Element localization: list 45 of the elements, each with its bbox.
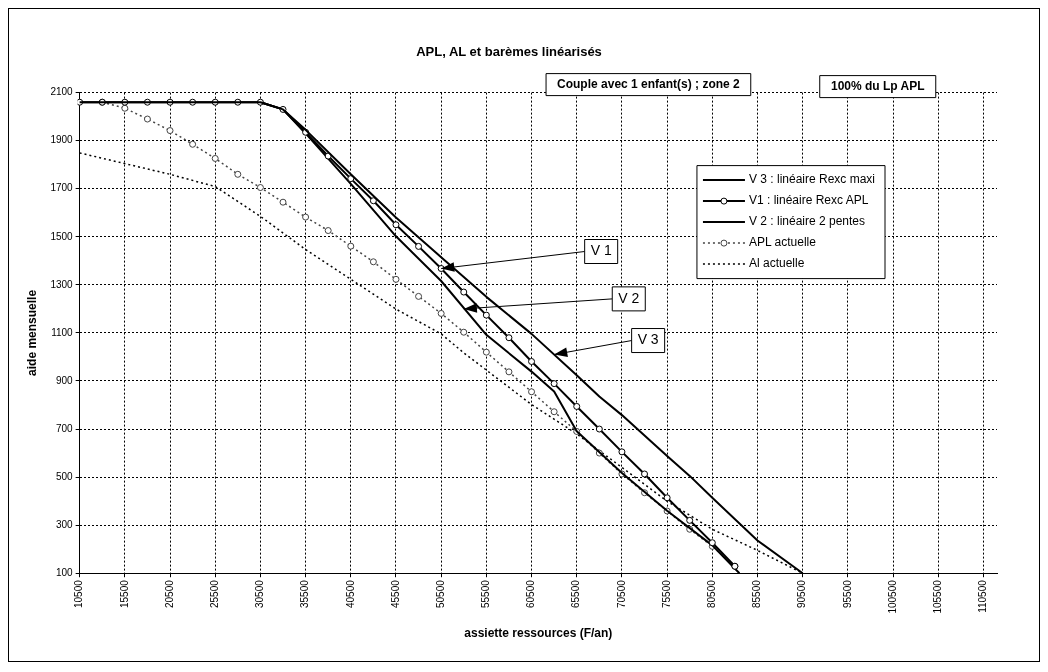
y-tick-label: 1300: [50, 278, 74, 290]
x-tick-label: 45500: [389, 579, 401, 609]
y-tick-label: 700: [55, 422, 74, 434]
y-tick-label: 2100: [50, 86, 74, 98]
x-tick-label: 40500: [344, 579, 356, 609]
x-tick-label: 20500: [163, 579, 175, 609]
x-tick-label: 95500: [841, 579, 853, 609]
x-tick-label: 60500: [525, 579, 537, 609]
y-tick-label: 500: [55, 470, 74, 482]
y-tick-label: 100: [55, 566, 74, 578]
x-tick-label: 105500: [932, 579, 943, 614]
x-tick-label: 10500: [73, 579, 85, 609]
x-tick-label: 90500: [796, 579, 808, 609]
x-tick-label: 65500: [570, 579, 582, 609]
y-tick-label: 1700: [50, 182, 74, 194]
y-tick-label: 1500: [50, 230, 74, 242]
annotation: V 3: [637, 331, 659, 348]
y-tick-label: 1900: [50, 134, 74, 146]
x-tick-label: 50500: [434, 579, 446, 609]
y-tick-label: 300: [55, 518, 74, 530]
x-tick-label: 35500: [299, 579, 311, 609]
x-tick-label: 100500: [886, 579, 898, 614]
x-tick-label: 70500: [615, 579, 627, 609]
legend-label: V 2 : linéaire 2 pentes: [748, 214, 866, 229]
x-tick-label: 15500: [118, 579, 130, 609]
x-tick-label: 75500: [660, 579, 672, 609]
y-tick-label: 1100: [51, 326, 74, 338]
x-tick-label: 25500: [208, 579, 220, 609]
legend-label: APL actuelle: [748, 235, 817, 250]
x-tick-label: 55500: [480, 579, 492, 609]
legend-label: Al actuelle: [748, 256, 805, 271]
x-tick-label: 110500: [977, 579, 989, 613]
x-tick-label: 30500: [254, 579, 266, 609]
x-axis-title: assiette ressources (F/an): [464, 626, 613, 641]
x-tick-label: 85500: [751, 579, 763, 609]
annotation: V 1: [590, 242, 612, 259]
legend-label: V1 : linéaire Rexc APL: [748, 193, 869, 208]
x-tick-label: 80500: [706, 579, 718, 609]
annotation: 100% du Lp APL: [830, 78, 925, 93]
y-tick-label: 900: [55, 374, 74, 386]
y-axis-title: aide mensuelle: [24, 289, 39, 376]
legend-label: V 3 : linéaire Rexc maxi: [748, 172, 875, 187]
annotation: V 2: [618, 289, 640, 306]
text: Couple avec 1 enfant(s) ; zone 2: [557, 76, 741, 91]
chart-title: APL, AL et barèmes linéarisés: [416, 44, 602, 60]
